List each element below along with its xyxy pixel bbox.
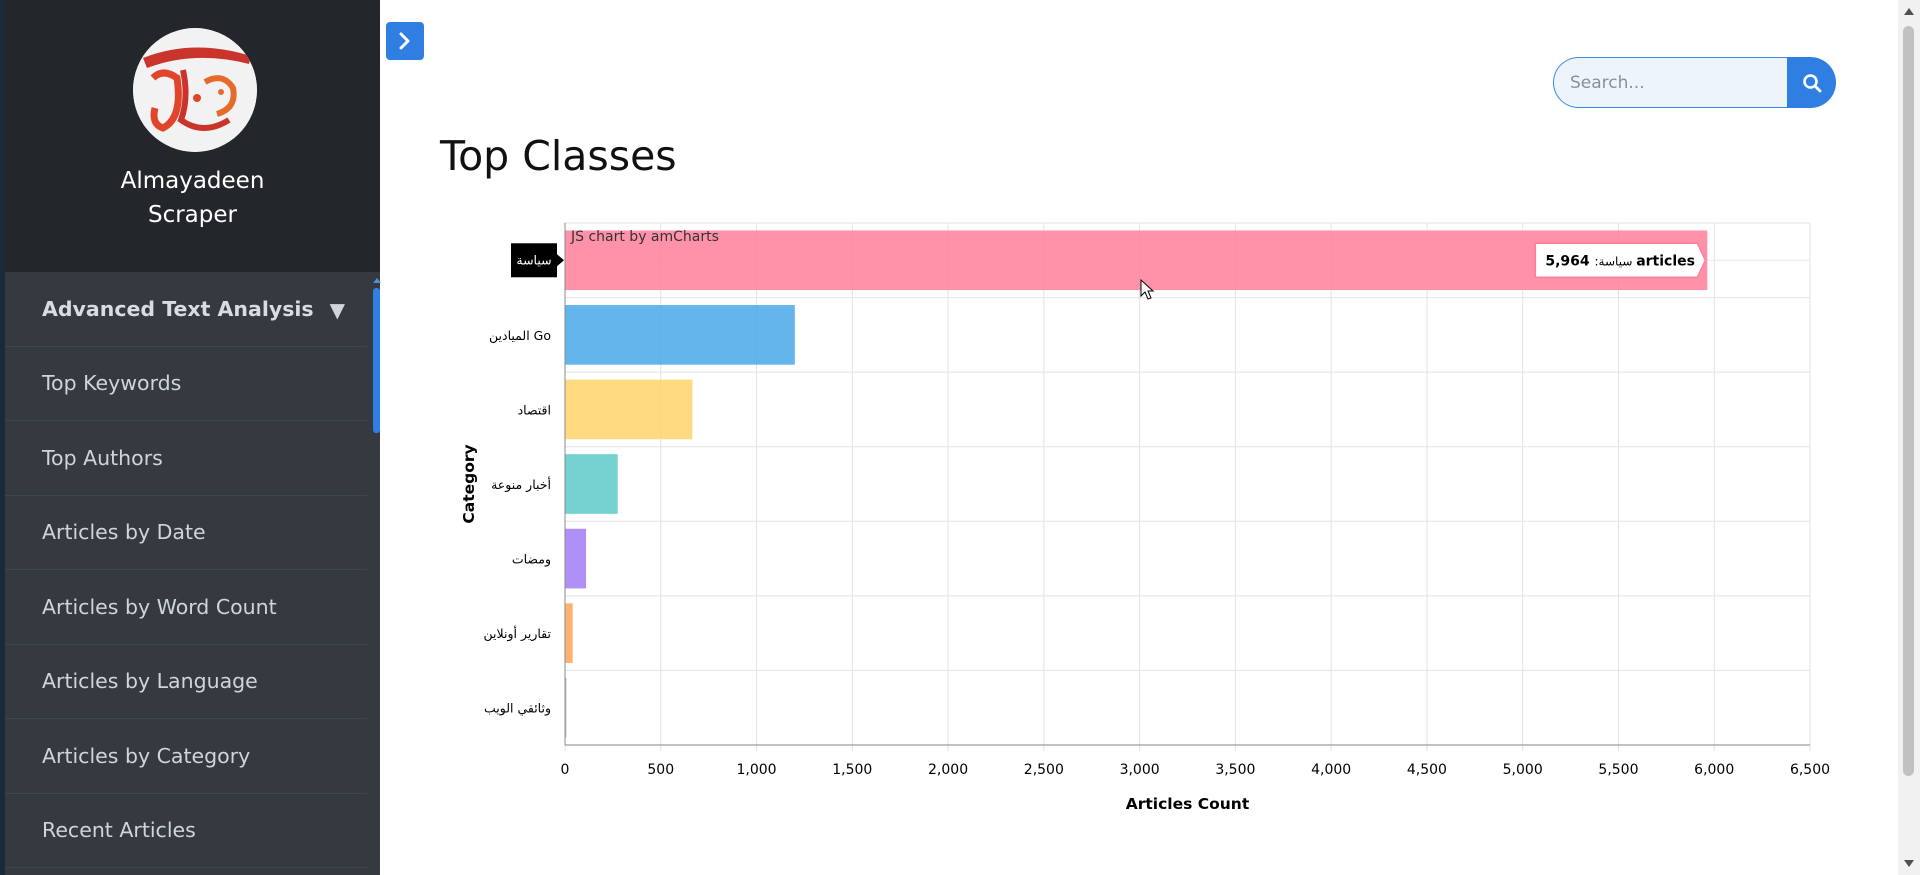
- x-tick-label: 0: [561, 762, 570, 778]
- brand-title: Almayadeen Scraper: [5, 164, 380, 232]
- x-axis-title: Articles Count: [1126, 795, 1250, 813]
- scroll-up-arrow-icon[interactable]: [373, 278, 381, 283]
- plot-area: [564, 222, 1811, 746]
- y-tick-label: ومضات: [512, 552, 551, 568]
- y-tick-label: سياسة: [516, 252, 551, 267]
- sidebar-item-top-keywords[interactable]: Top Keywords: [5, 347, 367, 421]
- sidebar-item-articles-by-date[interactable]: Articles by Date: [5, 496, 367, 570]
- page-title: Top Classes: [440, 132, 677, 180]
- almayadeen-logo-icon[interactable]: [133, 28, 257, 152]
- x-tick-label: 4,000: [1311, 762, 1351, 778]
- brand-title-line1: Almayadeen: [120, 168, 265, 194]
- sidebar-item-label: Top Keywords: [42, 371, 182, 396]
- bar[interactable]: [565, 528, 587, 589]
- mouse-cursor-icon: [1140, 278, 1155, 300]
- x-tick-label: 3,500: [1215, 762, 1255, 778]
- sidebar-item-label: Articles by Language: [42, 669, 258, 694]
- sidebar-item-label: Recent Articles: [42, 818, 196, 843]
- window-scrollbar[interactable]: [1898, 0, 1920, 875]
- sidebar-item-label: Advanced Text Analysis: [42, 296, 314, 321]
- sidebar-scrollbar[interactable]: [373, 278, 381, 875]
- tooltip-box: [1534, 242, 1707, 279]
- y-axis-title: Category: [460, 444, 478, 523]
- scroll-down-arrow-icon[interactable]: [1904, 860, 1914, 867]
- tooltip-text: 5,964 :سياسة articles: [1545, 253, 1695, 269]
- y-tick-label: تقارير أونلاين: [484, 625, 552, 642]
- tooltip-category: :سياسة: [1595, 254, 1637, 268]
- sidebar-item-label: Articles by Date: [42, 520, 206, 545]
- bar[interactable]: [565, 305, 795, 365]
- x-tick-label: 2,000: [928, 762, 968, 778]
- bar-chart: 0 500 1,000 1,500 2,000 2,500 3,000 3,500 4,000 4…: [460, 222, 1830, 813]
- bar[interactable]: [565, 379, 693, 440]
- search-form: [1553, 57, 1836, 108]
- sidebar: Almayadeen Scraper Advanced Text Analysi…: [0, 0, 381, 875]
- highlight-label-box: [511, 243, 557, 278]
- x-tick-label: 1,500: [832, 762, 872, 778]
- search-button[interactable]: [1787, 57, 1836, 108]
- caret-down-icon: ▼: [329, 298, 345, 322]
- bar[interactable]: [565, 677, 567, 738]
- chart-container: 0 500 1,000 1,500 2,000 2,500 3,000 3,500 4,000 4…: [440, 205, 1860, 825]
- y-tick-label: وثائقي الويب: [484, 701, 551, 717]
- sidebar-toggle-button[interactable]: [386, 22, 424, 60]
- scroll-up-arrow-icon[interactable]: [1904, 8, 1914, 15]
- bar[interactable]: [565, 454, 618, 514]
- sidebar-item-label: Top Authors: [42, 445, 163, 470]
- tooltip-suffix: articles: [1636, 253, 1695, 269]
- y-tick-label: الميادين Go: [489, 328, 551, 344]
- x-tick-label: 5,000: [1503, 762, 1543, 778]
- sidebar-item-top-authors[interactable]: Top Authors: [5, 421, 367, 496]
- y-tick-label: أخبار منوعة: [491, 476, 551, 493]
- tooltip-value: 5,964: [1545, 253, 1594, 269]
- sidebar-item-recent-articles[interactable]: Recent Articles: [5, 794, 367, 868]
- brand-title-line2: Scraper: [147, 202, 237, 228]
- x-tick-label: 5,500: [1598, 762, 1638, 778]
- sidebar-item-articles-by-language[interactable]: Articles by Language: [5, 645, 367, 719]
- x-tick-label: 4,500: [1407, 762, 1447, 778]
- sidebar-item-label: Articles by Word Count: [42, 594, 277, 619]
- x-tick-label: 500: [647, 762, 674, 778]
- search-input[interactable]: [1553, 57, 1789, 108]
- x-tick-label: 6,000: [1694, 762, 1734, 778]
- x-tick-label: 1,000: [736, 762, 776, 778]
- x-tick-label: 2,500: [1024, 762, 1064, 778]
- search-icon: [1802, 73, 1821, 92]
- x-tick-label: 3,000: [1120, 762, 1160, 778]
- sidebar-item-label: Articles by Category: [42, 743, 251, 768]
- amcharts-credit-link[interactable]: JS chart by amCharts: [570, 229, 719, 245]
- chevron-right-icon: [399, 32, 410, 50]
- bar[interactable]: [565, 230, 1708, 291]
- y-tick-label: اقتصاد: [518, 402, 551, 417]
- highlight-label-pointer-icon: [557, 254, 564, 267]
- sidebar-scrollbar-thumb[interactable]: [373, 288, 380, 433]
- sidebar-nav: Advanced Text Analysis ▼ Top Keywords To…: [5, 272, 367, 868]
- x-tick-label: 6,500: [1790, 762, 1830, 778]
- bar[interactable]: [565, 603, 573, 663]
- brand-header: Almayadeen Scraper: [5, 0, 380, 272]
- sidebar-item-advanced-text-analysis[interactable]: Advanced Text Analysis ▼: [5, 272, 367, 347]
- sidebar-item-articles-by-category[interactable]: Articles by Category: [5, 719, 367, 794]
- window-scrollbar-thumb[interactable]: [1903, 26, 1914, 776]
- sidebar-item-articles-by-word-count[interactable]: Articles by Word Count: [5, 570, 367, 645]
